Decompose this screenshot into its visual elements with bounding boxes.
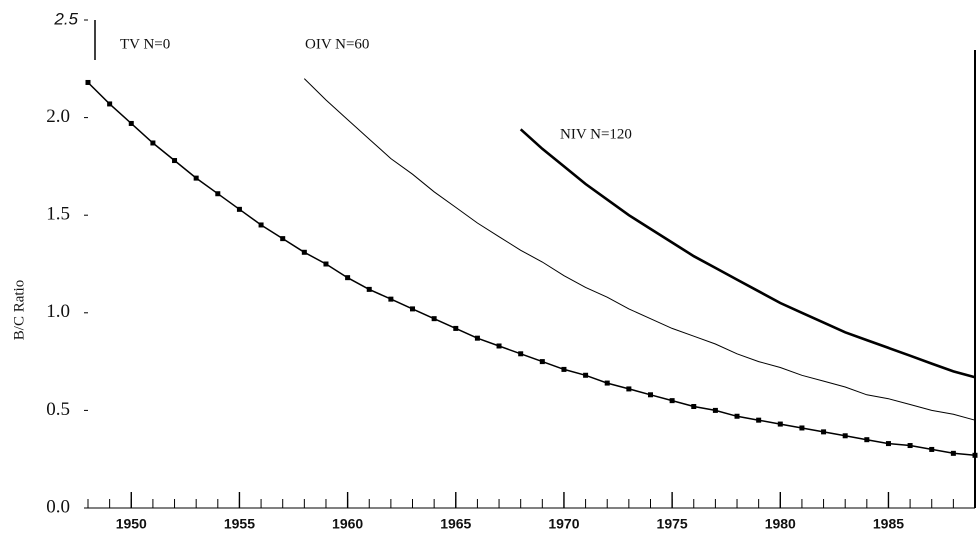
point-marker: [821, 429, 827, 435]
point-marker: [864, 437, 870, 443]
point-marker: [323, 261, 329, 267]
point-marker: [301, 249, 307, 255]
x-tick-label: 1985: [873, 516, 904, 532]
point-marker: [712, 407, 718, 413]
point-marker: [950, 450, 956, 456]
point-marker: [258, 222, 264, 228]
x-tick-label: 1960: [332, 516, 363, 532]
point-marker: [193, 175, 199, 181]
point-marker: [691, 403, 697, 409]
point-marker: [85, 79, 91, 85]
point-marker: [107, 101, 113, 107]
y-tick-label: 1.0: [46, 301, 70, 322]
series-line: [519, 128, 976, 379]
x-tick-label: 1970: [548, 516, 579, 532]
point-marker: [496, 343, 502, 349]
point-marker: [604, 380, 610, 386]
point-marker: [410, 306, 416, 312]
point-marker: [561, 366, 567, 372]
point-marker: [345, 275, 351, 281]
x-tick-label: 1955: [224, 516, 255, 532]
point-marker: [583, 372, 589, 378]
series-label: OIV N=60: [305, 36, 369, 52]
x-tick-label: 1965: [440, 516, 471, 532]
series-line: [303, 78, 976, 421]
point-marker: [150, 140, 156, 146]
point-marker: [388, 296, 394, 302]
point-marker: [215, 191, 221, 197]
y-tick-label: 1.5: [46, 204, 70, 225]
series-label: NIV N=120: [560, 126, 632, 142]
point-marker: [842, 433, 848, 439]
point-marker: [518, 351, 524, 357]
series-line: [87, 81, 976, 457]
point-marker: [172, 158, 178, 164]
point-marker: [626, 386, 632, 392]
point-marker: [539, 359, 545, 365]
y-tick-label: 0.5: [46, 399, 70, 420]
point-marker: [431, 316, 437, 322]
x-tick-label: 1975: [657, 516, 688, 532]
point-marker: [453, 325, 459, 331]
point-marker: [280, 236, 286, 242]
x-tick-label: 1950: [116, 516, 147, 532]
x-tick-label: 1980: [765, 516, 796, 532]
series-label: TV N=0: [120, 36, 170, 52]
point-marker: [669, 398, 675, 404]
point-marker: [647, 392, 653, 398]
point-marker: [756, 417, 762, 423]
y-tick-label: 0.0: [46, 496, 70, 517]
point-marker: [128, 120, 134, 126]
y-tick-label: 2.0: [46, 106, 70, 127]
point-marker: [777, 421, 783, 427]
point-marker: [799, 425, 805, 431]
point-marker: [734, 413, 740, 419]
y-tick-label: 2.5: [53, 9, 78, 28]
point-marker: [366, 286, 372, 292]
point-marker: [907, 443, 913, 449]
point-marker: [236, 206, 242, 212]
point-marker: [972, 452, 978, 458]
point-marker: [885, 441, 891, 447]
point-marker: [929, 446, 935, 452]
point-marker: [474, 335, 480, 341]
y-axis-label: B/C Ratio: [11, 280, 27, 340]
